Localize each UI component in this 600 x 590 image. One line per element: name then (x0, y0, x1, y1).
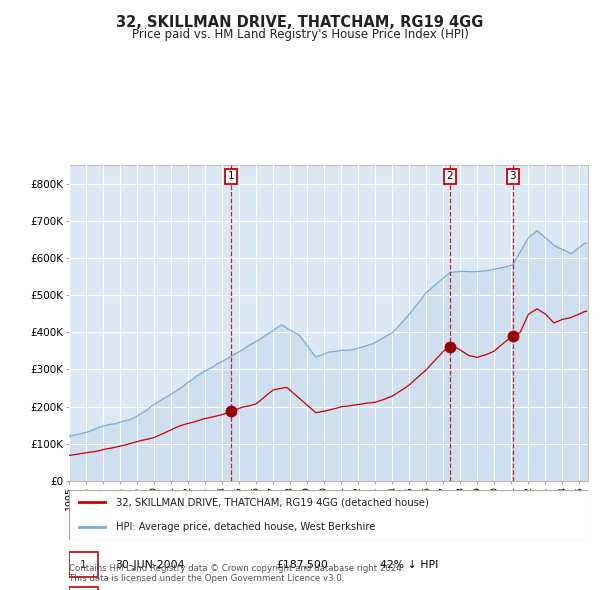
Text: 2: 2 (446, 171, 453, 181)
Text: 32, SKILLMAN DRIVE, THATCHAM, RG19 4GG: 32, SKILLMAN DRIVE, THATCHAM, RG19 4GG (116, 15, 484, 30)
Text: Contains HM Land Registry data © Crown copyright and database right 2024.
This d: Contains HM Land Registry data © Crown c… (69, 563, 404, 583)
Text: 30-JUN-2004: 30-JUN-2004 (116, 560, 185, 569)
FancyBboxPatch shape (69, 552, 98, 577)
Text: HPI: Average price, detached house, West Berkshire: HPI: Average price, detached house, West… (116, 522, 375, 532)
FancyBboxPatch shape (69, 586, 98, 590)
Text: Price paid vs. HM Land Registry's House Price Index (HPI): Price paid vs. HM Land Registry's House … (131, 28, 469, 41)
Text: 1: 1 (227, 171, 234, 181)
Text: 1: 1 (80, 560, 87, 569)
Text: 3: 3 (509, 171, 516, 181)
Text: 32, SKILLMAN DRIVE, THATCHAM, RG19 4GG (detached house): 32, SKILLMAN DRIVE, THATCHAM, RG19 4GG (… (116, 497, 428, 507)
Text: 42% ↓ HPI: 42% ↓ HPI (380, 560, 439, 569)
Text: £187,500: £187,500 (277, 560, 328, 569)
FancyBboxPatch shape (69, 490, 588, 540)
